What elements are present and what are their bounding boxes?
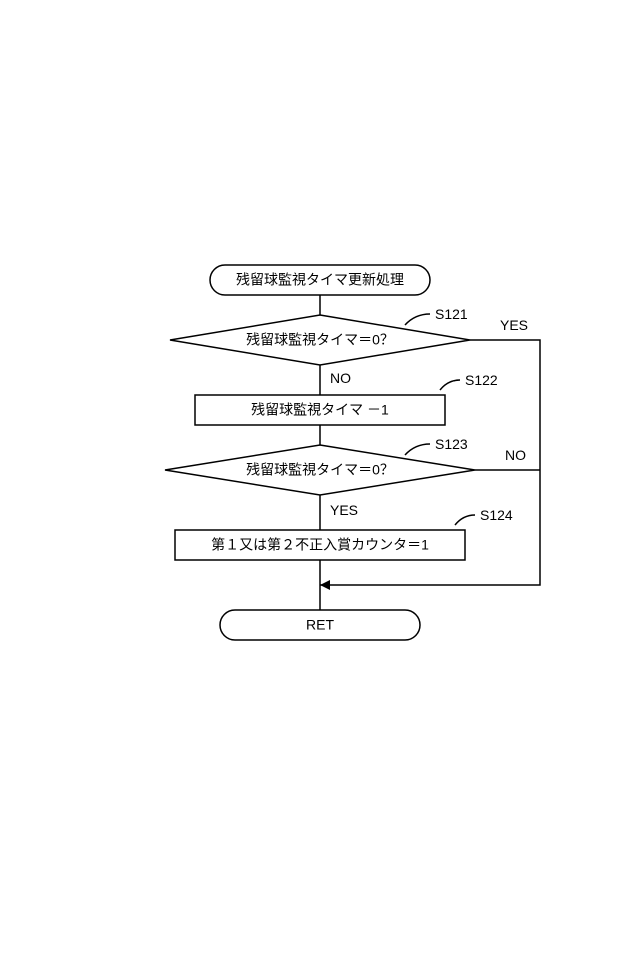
- leader-s124: [455, 515, 475, 525]
- node-s121-label: 残留球監視タイマ＝0？: [246, 332, 394, 348]
- label-s121-no: NO: [330, 370, 351, 386]
- flowchart-canvas: 残留球監視タイマ更新処理 残留球監視タイマ＝0？ S121 NO YES 残留球…: [0, 0, 640, 964]
- node-s124: 第１又は第２不正入賞カウンタ＝1: [175, 530, 465, 560]
- step-s121: S121: [435, 306, 468, 322]
- node-start-label: 残留球監視タイマ更新処理: [236, 272, 404, 288]
- label-s123-no: NO: [505, 447, 526, 463]
- node-s124-label: 第１又は第２不正入賞カウンタ＝1: [211, 537, 429, 553]
- node-s123-label: 残留球監視タイマ＝0？: [246, 462, 394, 478]
- label-s121-yes: YES: [500, 317, 528, 333]
- node-s122-label: 残留球監視タイマ －1: [251, 402, 389, 418]
- step-s122: S122: [465, 372, 498, 388]
- leader-s122: [440, 380, 460, 390]
- node-s122: 残留球監視タイマ －1: [195, 395, 445, 425]
- node-ret-label: RET: [306, 617, 334, 633]
- node-ret: RET: [220, 610, 420, 640]
- node-start: 残留球監視タイマ更新処理: [210, 265, 430, 295]
- leader-s123: [405, 444, 430, 455]
- leader-s121: [405, 314, 430, 325]
- step-s123: S123: [435, 436, 468, 452]
- label-s123-yes: YES: [330, 502, 358, 518]
- node-s121: 残留球監視タイマ＝0？: [170, 315, 470, 365]
- step-s124: S124: [480, 507, 513, 523]
- node-s123: 残留球監視タイマ＝0？: [165, 445, 475, 495]
- arrow-s121-yes: [320, 580, 330, 590]
